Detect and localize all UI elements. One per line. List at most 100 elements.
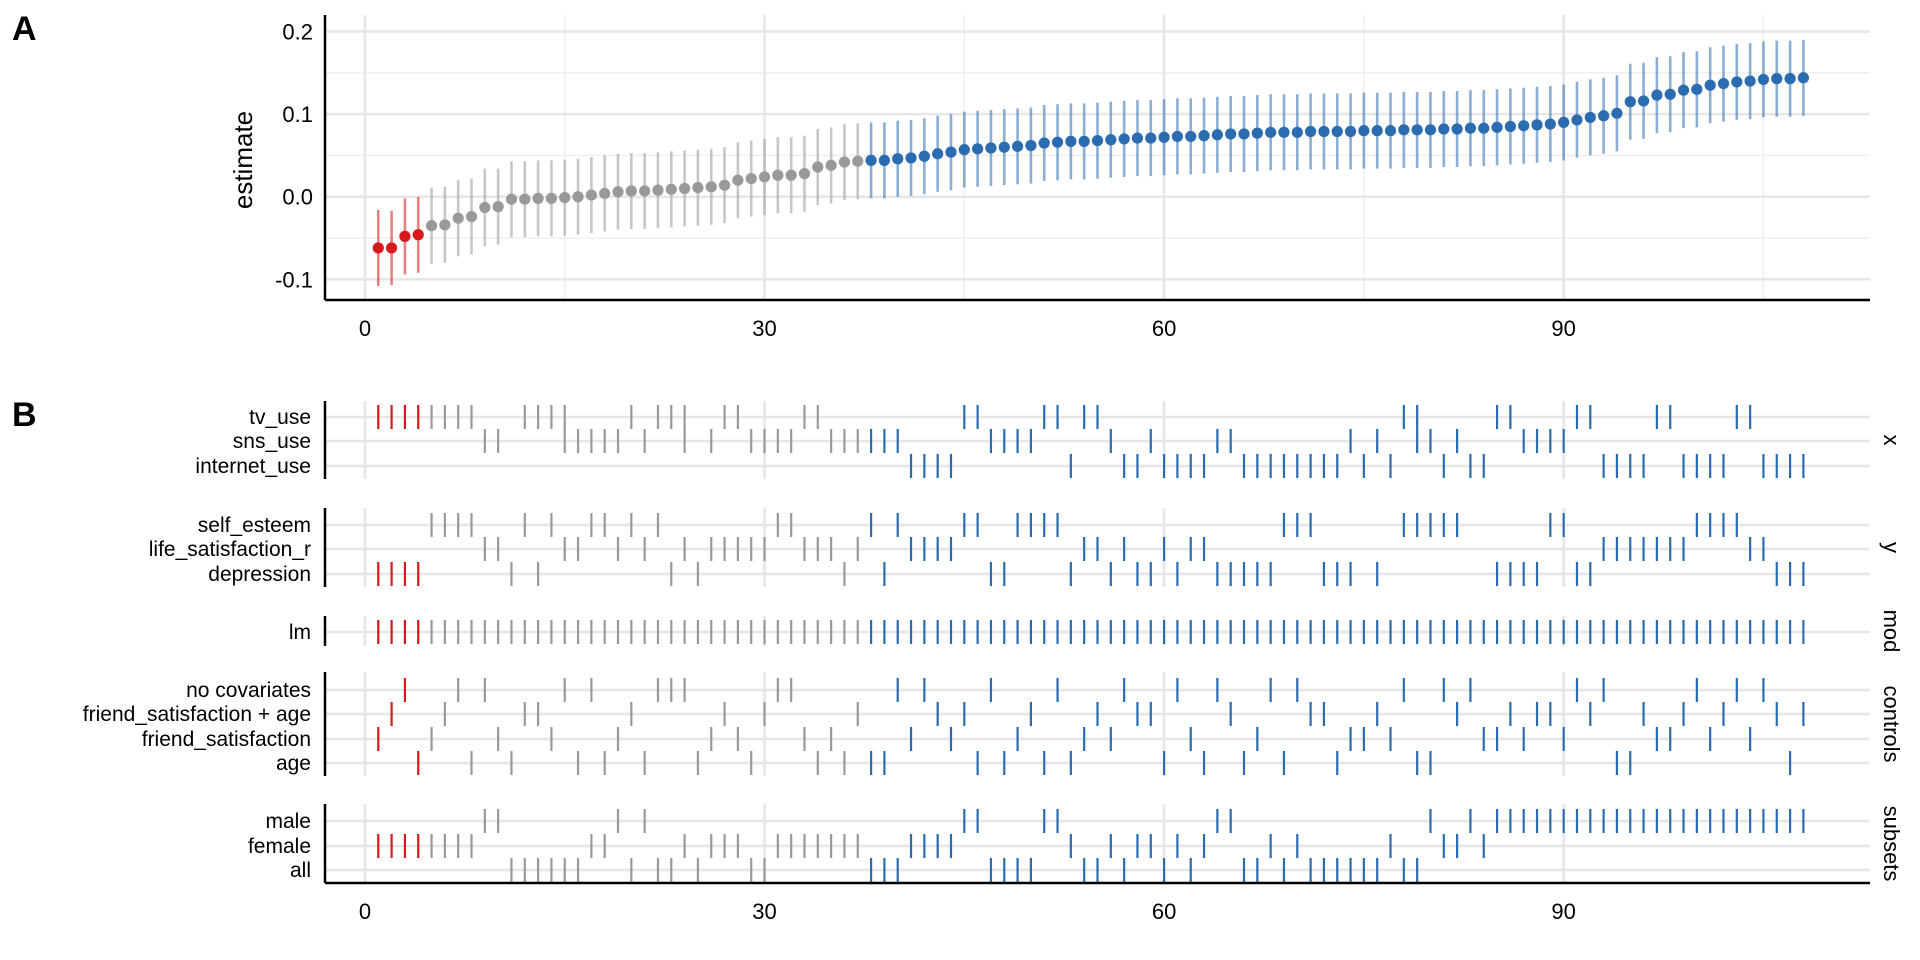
estimate-point	[1438, 123, 1450, 135]
estimate-point	[732, 174, 744, 186]
estimate-point	[1651, 89, 1663, 101]
estimate-point	[385, 242, 398, 254]
panel-a-x-tick-label: 0	[359, 316, 371, 341]
panel-a-x-tick-label: 60	[1152, 316, 1176, 341]
panel-b-strip-label: controls	[1879, 685, 1904, 762]
estimate-point	[958, 144, 970, 156]
panel-b-row-label: lm	[289, 621, 311, 644]
estimate-point	[785, 169, 797, 181]
estimate-point	[1131, 132, 1144, 144]
estimate-point	[1491, 121, 1503, 133]
estimate-point	[1238, 128, 1250, 140]
panel-b-x-tick-label: 30	[752, 899, 776, 924]
panel-a-y-tick-label: 0.2	[282, 20, 313, 45]
estimate-point	[585, 189, 597, 201]
estimate-point	[772, 169, 784, 181]
panel-b-row-label: depression	[208, 563, 311, 586]
estimate-point	[1398, 124, 1410, 136]
panel-a-axes: estimate -0.1 0.0 0.1 0.2 0 30 60 90	[228, 15, 1870, 341]
panel-b-strip-label: subsets	[1879, 806, 1904, 882]
panel-a-y-axis-title: estimate	[228, 111, 258, 209]
estimate-point	[865, 154, 877, 166]
estimate-point	[412, 229, 424, 241]
estimate-point	[852, 155, 864, 167]
panel-b-row-label: life_satisfaction_r	[149, 538, 311, 561]
estimate-point	[1051, 136, 1064, 148]
estimate-point	[1038, 137, 1050, 149]
estimate-point	[612, 186, 624, 198]
estimate-point	[1305, 125, 1317, 138]
estimate-point	[1278, 126, 1290, 138]
panel-b-row-label: tv_use	[249, 406, 311, 429]
estimate-point	[1771, 73, 1783, 85]
estimate-point	[1424, 124, 1437, 136]
panel-a-x-tick-label: 90	[1551, 316, 1575, 341]
estimate-point	[1198, 130, 1210, 142]
estimate-point	[505, 193, 518, 205]
estimate-point	[745, 172, 757, 185]
estimate-point	[1691, 83, 1703, 95]
estimate-point	[545, 192, 558, 204]
estimate-point	[918, 150, 930, 162]
panel-b-strip-label: y	[1879, 542, 1904, 553]
estimate-point	[1225, 128, 1237, 140]
estimate-point	[1105, 134, 1117, 146]
estimate-point	[1531, 119, 1543, 131]
estimate-point	[878, 154, 890, 166]
estimate-point	[1118, 133, 1130, 145]
estimate-point	[972, 143, 984, 155]
estimate-point	[1211, 129, 1223, 141]
estimate-point	[1078, 135, 1090, 147]
estimate-point	[932, 148, 944, 160]
estimate-point	[1291, 126, 1303, 138]
estimate-point	[572, 191, 584, 203]
estimate-point	[1624, 96, 1636, 108]
panel-b-strip-labels: x y mod controls subsets	[1879, 435, 1904, 882]
panel-a-x-tick-label: 30	[752, 316, 776, 341]
estimate-point	[665, 183, 677, 195]
estimate-point	[1025, 139, 1037, 152]
estimate-point	[479, 201, 491, 214]
panel-b-row-label: age	[276, 752, 311, 775]
estimate-point	[705, 181, 717, 193]
estimate-point	[1158, 131, 1170, 143]
panel-b-row-label: all	[290, 859, 311, 882]
estimate-point	[825, 159, 837, 171]
estimate-point	[945, 146, 957, 158]
estimate-point	[439, 219, 451, 231]
estimate-point	[1717, 77, 1730, 90]
estimate-point	[399, 230, 411, 242]
estimate-point	[1598, 110, 1610, 122]
estimate-point	[1558, 116, 1570, 128]
estimate-point	[1544, 118, 1556, 130]
estimate-point	[1384, 125, 1397, 137]
estimate-point	[798, 168, 811, 180]
estimate-point	[1637, 95, 1650, 107]
estimate-point	[905, 152, 917, 164]
estimate-point	[625, 185, 637, 197]
panel-b-axes: 0 30 60 90	[323, 401, 1870, 924]
estimate-point	[1358, 125, 1370, 137]
estimate-point	[718, 179, 731, 191]
panel-a-letter: A	[12, 10, 37, 48]
estimate-point	[1584, 111, 1596, 124]
estimate-point	[692, 182, 704, 194]
panel-b-letter: B	[12, 396, 37, 434]
panel-a-y-tick-label: 0.0	[282, 185, 313, 210]
estimate-point	[1451, 123, 1463, 135]
estimate-point	[998, 141, 1010, 153]
estimate-point	[1744, 75, 1756, 87]
estimate-point	[1664, 88, 1676, 100]
estimate-point	[639, 185, 651, 197]
panel-b-strip-label: mod	[1879, 610, 1904, 653]
panel-b-row-label: friend_satisfaction + age	[83, 703, 311, 726]
estimate-point	[1318, 125, 1330, 138]
estimate-point	[1464, 122, 1477, 134]
panel-b-row-label: no covariates	[186, 679, 311, 702]
estimate-point	[492, 201, 504, 213]
panel-b-row-label: friend_satisfaction	[142, 728, 311, 751]
panel-b-indicator-ticks	[377, 405, 1805, 882]
